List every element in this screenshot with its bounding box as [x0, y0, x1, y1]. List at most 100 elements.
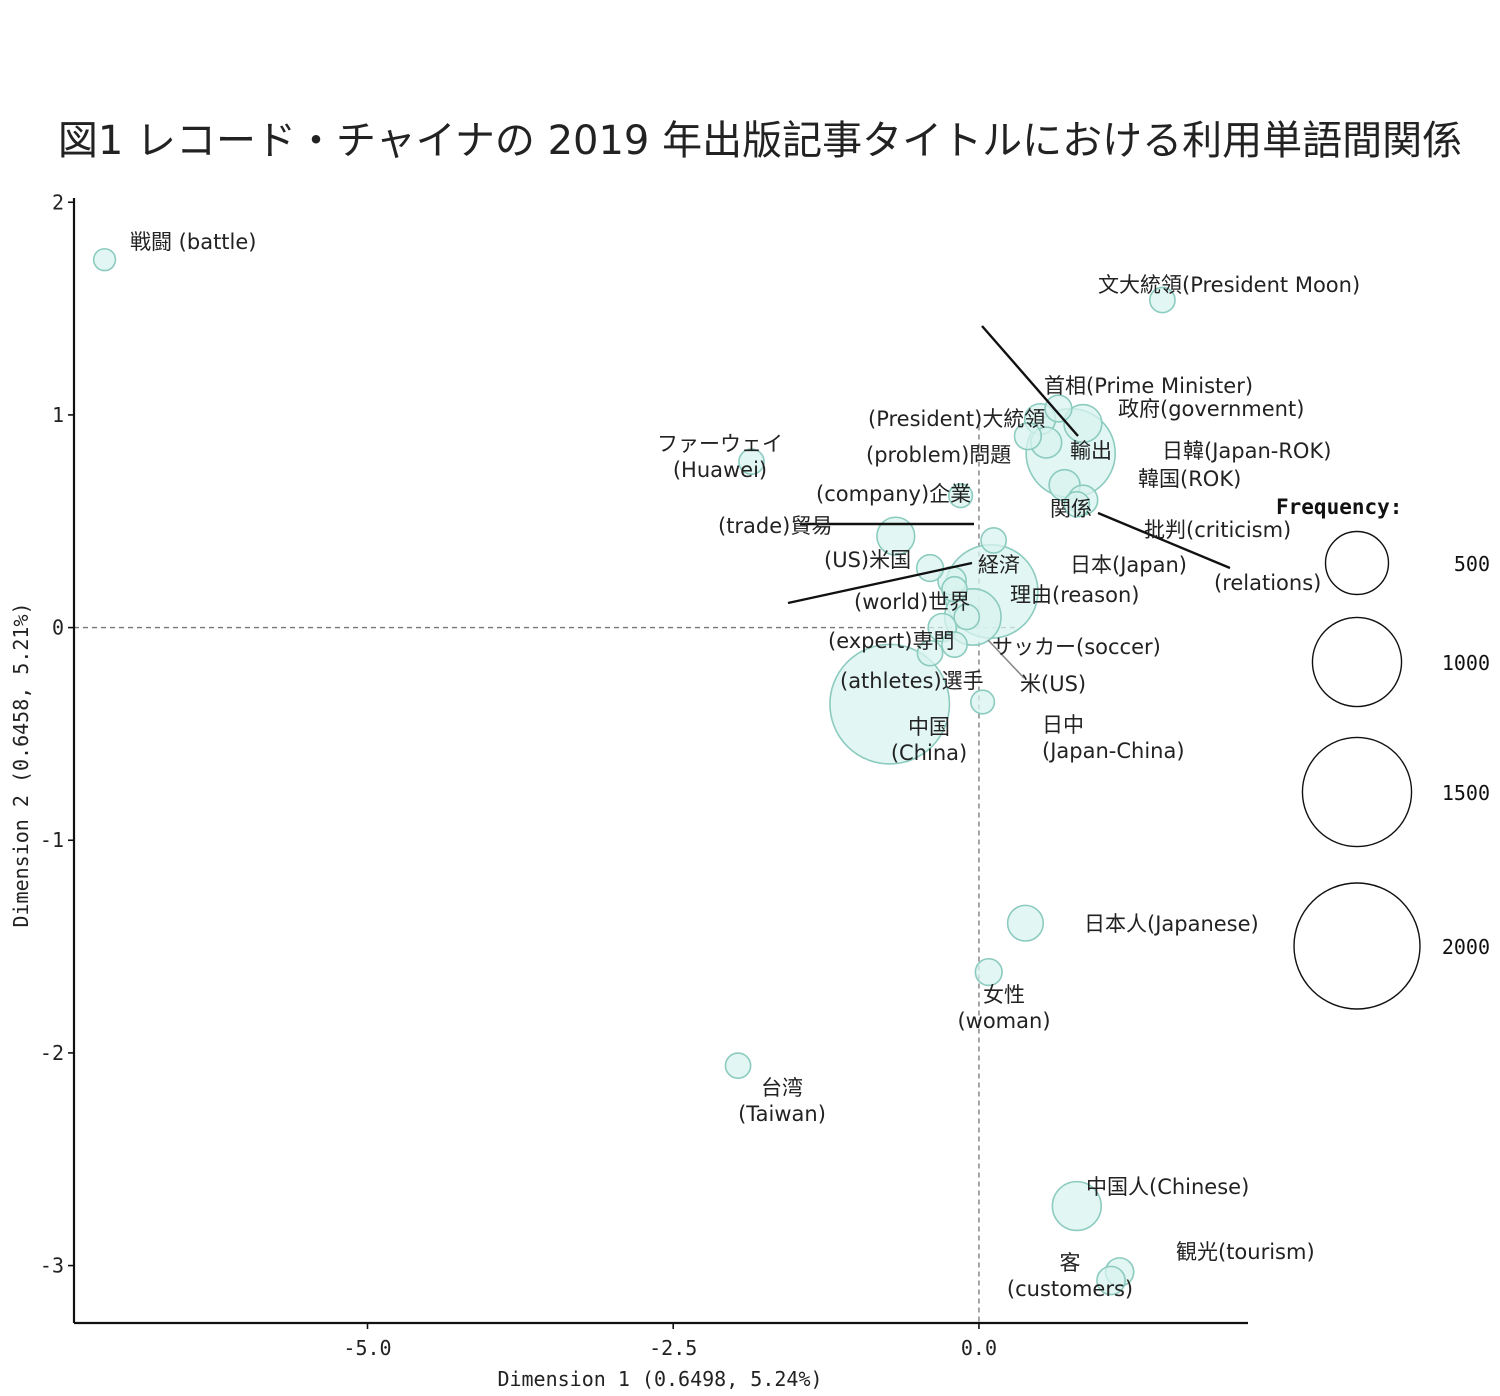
- point-label-line: 客: [1060, 1251, 1081, 1275]
- point-label: 日中(Japan-China): [1042, 713, 1185, 763]
- point-label-line: 文大統領(President Moon): [1098, 273, 1360, 297]
- point-label-line: (company)企業: [816, 482, 971, 506]
- point-label-line: 観光(tourism): [1176, 1240, 1315, 1264]
- point-label-line: 韓国(ROK): [1138, 467, 1241, 491]
- point-label: (company)企業: [816, 482, 971, 506]
- data-point: [1148, 286, 1176, 314]
- point-label: 中国(China): [891, 715, 967, 765]
- chart-title: 図1 レコード・チャイナの 2019 年出版記事タイトルにおける利用単語間関係: [57, 118, 1463, 164]
- point-label-line: サッカー(soccer): [992, 635, 1161, 659]
- point-label: 理由(reason): [1010, 583, 1139, 607]
- leader-line: [1097, 511, 1231, 570]
- point-label-line: (athletes)選手: [840, 669, 984, 693]
- y-axis-label: Dimension 2 (0.6458, 5.21%): [9, 602, 33, 927]
- y-tick-label: -3: [40, 1254, 64, 1278]
- data-point: [915, 553, 945, 583]
- point-label: (President)大統領: [868, 407, 1045, 431]
- leader-lines: [787, 325, 1231, 679]
- data-point: [1096, 1265, 1126, 1296]
- y-tick-label: 0: [52, 616, 64, 640]
- point-label-line: 日韓(Japan-ROK): [1162, 439, 1331, 463]
- point-label-line: 米(US): [1020, 672, 1086, 696]
- data-point: [92, 247, 117, 272]
- point-label-line: (woman): [957, 1009, 1050, 1033]
- data-point: [948, 483, 974, 509]
- reference-lines: [74, 425, 1016, 1323]
- legend-size-label: 1000: [1442, 651, 1490, 675]
- point-label-line: 輸出: [1070, 439, 1112, 463]
- data-point: [1063, 490, 1091, 518]
- point-label: 日本人(Japanese): [1084, 912, 1259, 936]
- y-tick-label: -1: [40, 828, 64, 852]
- legend-size-circle: [1324, 530, 1390, 596]
- point-label: 戦闘 (battle): [130, 230, 256, 254]
- point-label-line: 日本人(Japanese): [1084, 912, 1259, 936]
- point-label-line: (relations): [1214, 571, 1321, 595]
- point-label-line: 台湾: [761, 1076, 803, 1100]
- legend-size-circle: [1301, 736, 1413, 848]
- leader-line: [787, 561, 973, 605]
- point-label: 日本(Japan): [1070, 553, 1187, 577]
- point-label-line: (US)米国: [824, 548, 911, 572]
- data-point: [974, 957, 1003, 987]
- point-label-line: (expert)専門: [828, 629, 954, 653]
- point-label-line: (Huawei): [673, 458, 767, 482]
- point-label: (trade)貿易: [718, 514, 832, 538]
- point-label-line: 中国: [908, 715, 950, 739]
- data-point: [738, 448, 765, 476]
- legend: Frequency: 500 1000 1500 2000: [1276, 495, 1490, 1010]
- x-tick-label: 0.0: [961, 1336, 997, 1360]
- point-label: (expert)専門: [828, 629, 954, 653]
- point-label: 観光(tourism): [1176, 1240, 1315, 1264]
- point-label-line: 日本(Japan): [1070, 553, 1187, 577]
- data-point: [970, 689, 996, 715]
- point-label-line: 政府(government): [1118, 397, 1304, 421]
- point-label: 経済: [978, 553, 1020, 577]
- x-axis-label: Dimension 1 (0.6498, 5.24%): [497, 1367, 822, 1391]
- x-tick-label: -2.5: [649, 1336, 697, 1360]
- legend-size-circle: [1311, 616, 1403, 708]
- point-label: (relations): [1214, 571, 1321, 595]
- leader-line: [987, 639, 1025, 679]
- data-point: [1006, 904, 1045, 942]
- data-point: [1063, 403, 1103, 444]
- point-label-line: (problem)問題: [866, 443, 1011, 467]
- legend-title: Frequency:: [1276, 495, 1402, 519]
- point-label: 客(customers): [1007, 1251, 1133, 1301]
- point-label-line: (Taiwan): [738, 1102, 826, 1126]
- point-label-line: (trade)貿易: [718, 514, 832, 538]
- axes: 2 1 0 -1 -2 -3 -5.0 -2.5 0.0: [40, 190, 1248, 1360]
- point-label-line: (China): [891, 741, 967, 765]
- point-label: 輸出: [1070, 439, 1112, 463]
- point-label: 日韓(Japan-ROK): [1162, 439, 1331, 463]
- y-tick-label: 2: [52, 190, 64, 214]
- point-label: 文大統領(President Moon): [1098, 273, 1360, 297]
- data-point: [980, 526, 1008, 554]
- point-label: 韓国(ROK): [1138, 467, 1241, 491]
- legend-size-circle: [1293, 882, 1421, 1010]
- data-point: [953, 603, 981, 631]
- x-tick-label: -5.0: [343, 1336, 391, 1360]
- point-label: (world)世界: [854, 590, 970, 614]
- y-tick-label: 1: [52, 403, 64, 427]
- point-label: 政府(government): [1118, 397, 1304, 421]
- legend-size-label: 1500: [1442, 781, 1490, 805]
- point-label: 首相(Prime Minister): [1044, 374, 1253, 398]
- legend-size-label: 500: [1454, 552, 1490, 576]
- point-label-line: 日中: [1042, 713, 1084, 737]
- point-label: 批判(criticism): [1144, 518, 1291, 542]
- data-point: [941, 575, 968, 603]
- point-label-line: 中国人(Chinese): [1086, 1175, 1249, 1199]
- point-labels: 戦闘 (battle) 文大統領(President Moon) 首相(Prime …: [130, 230, 1360, 1301]
- point-label: (US)米国: [824, 548, 911, 572]
- point-label-line: 首相(Prime Minister): [1044, 374, 1253, 398]
- point-label: サッカー(soccer): [992, 635, 1161, 659]
- point-label: 女性(woman): [957, 983, 1050, 1033]
- point-label: ファーウェイ(Huawei): [657, 432, 783, 482]
- data-point: [829, 643, 951, 765]
- point-label: 関係: [1050, 497, 1092, 521]
- point-label: 中国人(Chinese): [1086, 1175, 1249, 1199]
- point-label-line: ファーウェイ: [657, 432, 783, 456]
- point-label-line: (world)世界: [854, 590, 970, 614]
- data-point: [1013, 422, 1043, 451]
